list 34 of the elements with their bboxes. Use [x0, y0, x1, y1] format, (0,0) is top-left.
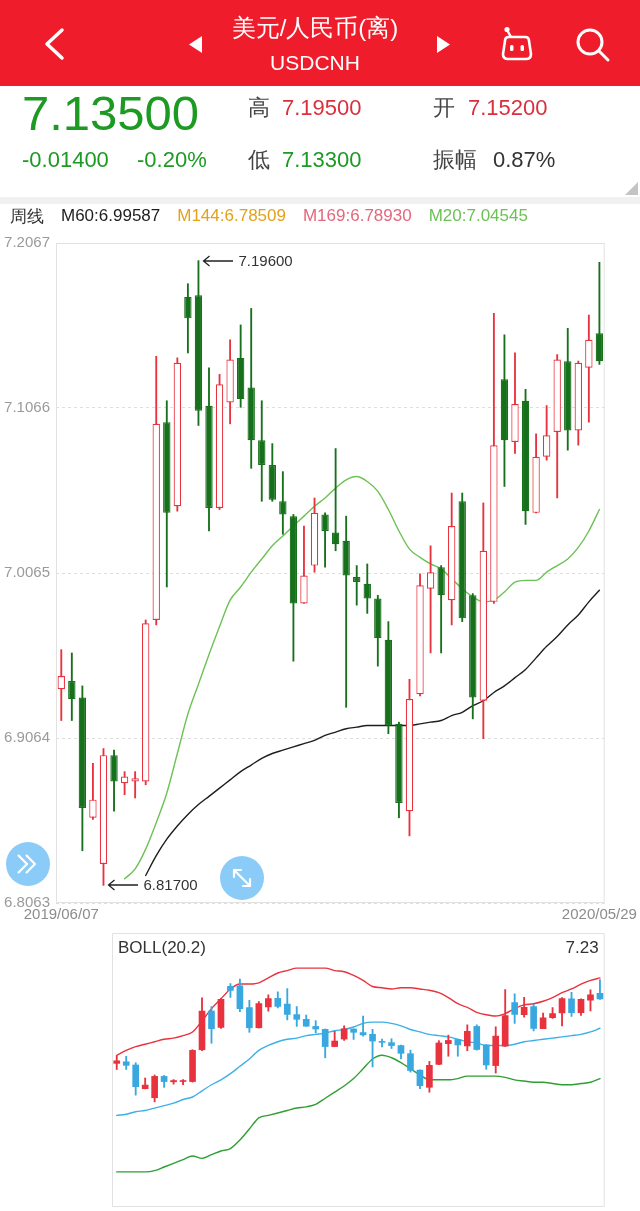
text: 振幅	[433, 147, 477, 173]
text: 7.13300	[282, 147, 362, 173]
text: 7.19500	[282, 95, 362, 121]
candlestick	[353, 565, 361, 606]
text: 低	[248, 147, 270, 173]
text: 0.87%	[493, 147, 556, 173]
chart-subtitle: USDCNH	[269, 50, 361, 76]
candlestick	[445, 1034, 452, 1057]
y-tick-label: 7.2067	[4, 233, 50, 251]
annotation: 7.19600	[238, 251, 293, 270]
text: 7.23	[565, 937, 599, 957]
text: 开	[433, 95, 455, 121]
line-series	[144, 589, 601, 877]
x-tick-label: 2020/05/29	[561, 905, 637, 923]
legend-label: M144:6.78509	[177, 206, 286, 226]
text: M20:7.04545	[428, 206, 528, 226]
y-tick-label: 7.0065	[4, 563, 50, 581]
text: 7.13500	[22, 86, 200, 141]
text: 7.15200	[468, 95, 548, 121]
annotation: 6.81700	[143, 876, 198, 895]
legend-label: M169:6.78930	[302, 206, 412, 226]
legend-title: 周线	[10, 205, 44, 228]
chart-title: 美元/人民币(离)	[230, 13, 400, 43]
text: M60:6.99587	[61, 206, 161, 226]
text: -0.20%	[137, 147, 207, 173]
y-tick-label: 7.1066	[4, 398, 50, 416]
candlestick	[131, 771, 139, 799]
candlestick	[331, 448, 340, 552]
y-tick-label: 6.9064	[4, 728, 50, 746]
candlestick	[426, 545, 435, 654]
text: -0.01400	[22, 147, 109, 173]
text: 高	[248, 95, 270, 121]
line-series	[123, 475, 601, 880]
chart-title: BOLL(20.2)	[118, 937, 206, 957]
